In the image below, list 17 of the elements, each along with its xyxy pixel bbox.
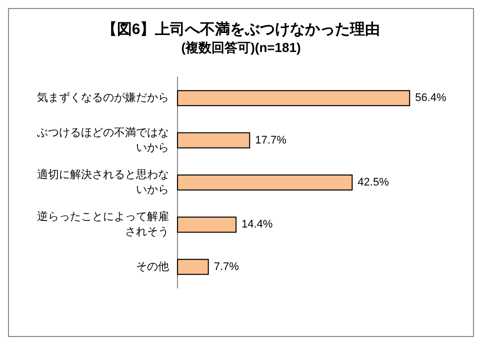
data-label: 42.5% [358,176,390,188]
y-tick-label: 気まずくなるのが嫌だから [37,91,169,104]
bar [177,258,209,275]
bar [177,216,237,233]
data-label: 17.7% [255,134,287,146]
data-label: 56.4% [415,92,447,104]
y-tick-label: ぶつけるほどの不満ではないから [37,126,169,154]
data-label: 7.7% [214,260,240,273]
bar [177,90,410,106]
y-tick-label: その他 [136,260,169,273]
bar [177,174,353,191]
y-tick-label: 逆らったことによって解雇されそう [37,210,169,238]
data-label: 14.4% [242,218,273,231]
bar [177,132,250,148]
y-tick-label: 適切に解決されると思わないから [37,168,169,196]
chart-subtitle: (複数回答可)(n=181) [181,40,301,55]
chart-title: 【図6】上司へ不満をぶつけなかった理由 [102,21,380,38]
